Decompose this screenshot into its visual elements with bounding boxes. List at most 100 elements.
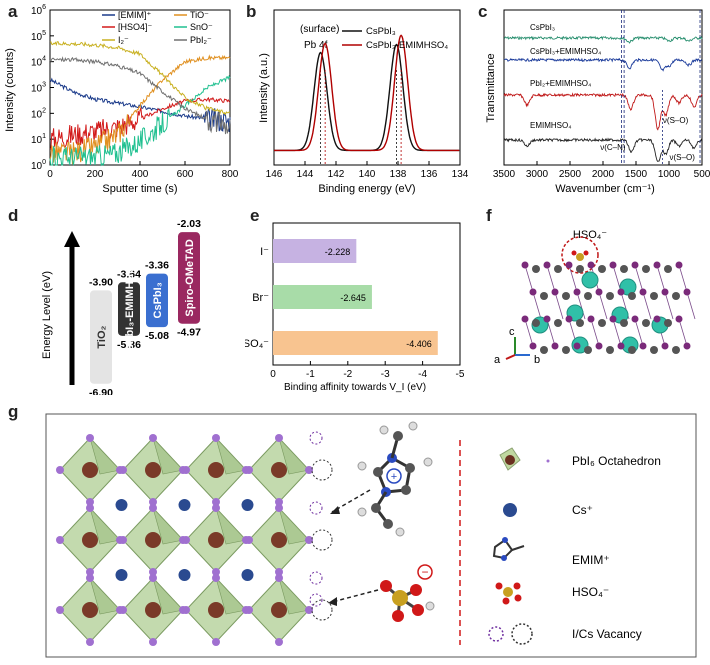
d-vb-label: -6.90 bbox=[89, 387, 113, 395]
b-xtick-label: 142 bbox=[328, 169, 345, 180]
a-xtick-label: 200 bbox=[87, 169, 104, 180]
c-xtick-label: 500 bbox=[694, 169, 710, 180]
panel-label-d: d bbox=[8, 206, 19, 225]
b-series-line bbox=[274, 43, 460, 152]
c-series-line bbox=[503, 92, 703, 131]
a-ytick-label: 105 bbox=[31, 30, 46, 43]
g-frame bbox=[45, 413, 697, 658]
d-vb-label: -5.36 bbox=[117, 339, 141, 351]
c-series-line bbox=[503, 137, 703, 162]
a-legend-label: SnO⁻ bbox=[190, 22, 213, 32]
f-axis-b: b bbox=[534, 354, 540, 366]
c-annot-so1: ν(S–O) bbox=[663, 116, 689, 125]
b-ylabel: Intensity (a.u.) bbox=[258, 53, 270, 123]
b-legend-label: CsPbI₃-EMIMHSO₄ bbox=[366, 40, 448, 51]
a-legend-label: I₂⁻ bbox=[118, 35, 129, 45]
structure-model: HSO₄⁻ c a b bbox=[494, 229, 696, 366]
panel-label-b: b bbox=[246, 2, 257, 21]
d-vb-label: -5.08 bbox=[145, 330, 169, 342]
d-band-bar bbox=[178, 232, 200, 324]
energy-level-diagram: Energy Level (eV) -3.90 -6.90 TiO₂ -3.64 -5.… bbox=[41, 218, 201, 395]
legend-pbi6: PbI₆ Octahedron bbox=[572, 454, 661, 468]
d-band-bar bbox=[146, 273, 168, 328]
d-ylabel: Energy Level (eV) bbox=[41, 271, 53, 359]
a-ytick-label: 100 bbox=[31, 159, 46, 172]
b-xtick-label: 140 bbox=[359, 169, 376, 180]
legend-vacancy: I/Cs Vacancy bbox=[572, 627, 642, 641]
d-cb-label: -3.64 bbox=[117, 268, 141, 280]
panel-label-g: g bbox=[8, 402, 19, 421]
d-bar-label: CsPbI₃-EMIMHSO₄ bbox=[124, 260, 136, 358]
c-xtick-label: 3000 bbox=[526, 169, 549, 180]
emim-plus: + bbox=[391, 471, 397, 483]
a-xtick-label: 0 bbox=[47, 169, 53, 180]
c-xtick-label: 2500 bbox=[559, 169, 582, 180]
a-ytick-label: 106 bbox=[31, 4, 46, 17]
e-bar bbox=[273, 331, 438, 355]
a-legend-label: PbI₂⁻ bbox=[190, 35, 212, 45]
e-xtick-label: -5 bbox=[456, 369, 465, 380]
g-legend: PbI₆ Octahedron Cs⁺ EMIM⁺ HSO₄⁻ I/Cs Vac… bbox=[488, 447, 661, 645]
e-xtick-label: -3 bbox=[381, 369, 390, 380]
a-xlabel: Sputter time (s) bbox=[102, 183, 177, 195]
c-annot-cn: ν(C–N) bbox=[600, 143, 626, 152]
binding-affinity-chart: Binding affinity towards V_I (eV) 0 -1 -2 -… bbox=[245, 222, 465, 393]
a-series-line bbox=[49, 74, 231, 167]
d-band-bar bbox=[118, 282, 140, 336]
b-xtick-label: 146 bbox=[266, 169, 283, 180]
c-ylabel: Transmittance bbox=[485, 53, 497, 122]
hso4-molecule: − bbox=[380, 564, 435, 622]
c-series-label: CsPbI₃+EMIMHSO₄ bbox=[530, 47, 601, 56]
c-series-label: CsPbI₃ bbox=[530, 23, 555, 32]
f-highlight-circle bbox=[561, 236, 599, 274]
f-lattice bbox=[521, 250, 696, 354]
tof-sims-depth-profile-chart: Intensity (counts) Sputter time (s) 0 200… bbox=[4, 4, 239, 195]
b-legend-label: CsPbI₃ bbox=[366, 26, 396, 37]
d-bar-label: Spiro-OMeTAD bbox=[184, 239, 196, 316]
c-xtick-label: 1500 bbox=[625, 169, 648, 180]
a-series-line bbox=[49, 96, 231, 150]
e-category-label: I⁻ bbox=[260, 246, 269, 258]
a-ytick-label: 103 bbox=[31, 82, 46, 95]
e-category-label: HSO₄⁻ bbox=[245, 338, 269, 350]
c-annot-so2: ν(S–O) bbox=[670, 153, 696, 162]
c-series-line bbox=[503, 35, 703, 44]
emim-molecule: + bbox=[357, 421, 433, 537]
b-xtick-label: 138 bbox=[390, 169, 407, 180]
b-xlabel: Binding energy (eV) bbox=[318, 183, 415, 195]
f-hso4-label: HSO₄⁻ bbox=[573, 229, 607, 241]
f-axis-a: a bbox=[494, 354, 501, 366]
c-series-line bbox=[503, 57, 703, 72]
b-series-line bbox=[274, 34, 460, 152]
d-bar-label: CsPbI₃ bbox=[152, 282, 164, 318]
a-series-line bbox=[49, 56, 231, 135]
c-xlabel: Wavenumber (cm⁻¹) bbox=[555, 183, 655, 195]
d-band-bar bbox=[90, 290, 112, 384]
legend-emim: EMIM⁺ bbox=[572, 553, 610, 567]
a-ytick-label: 102 bbox=[31, 107, 46, 120]
panel-label-a: a bbox=[8, 2, 18, 21]
arrow-hso4-head bbox=[328, 597, 337, 606]
e-bar bbox=[273, 285, 372, 309]
e-category-label: Br⁻ bbox=[252, 292, 269, 304]
b-xtick-label: 134 bbox=[452, 169, 469, 180]
a-xtick-label: 600 bbox=[177, 169, 194, 180]
d-bar-label: TiO₂ bbox=[96, 325, 108, 348]
a-xtick-label: 400 bbox=[132, 169, 149, 180]
a-ylabel: Intensity (counts) bbox=[4, 48, 16, 132]
b-subtitle: Pb 4f bbox=[304, 40, 328, 51]
e-xtick-label: -1 bbox=[306, 369, 315, 380]
a-legend-label: TiO⁻ bbox=[190, 10, 209, 20]
schematic-diagram: + − PbI₆ Octahedron Cs⁺ EMIM⁺ bbox=[45, 413, 697, 658]
arrow-emim-head bbox=[330, 506, 340, 514]
hso4-minus: − bbox=[421, 565, 428, 579]
a-series-line bbox=[49, 40, 231, 116]
xps-pb4f-chart: Intensity (a.u.) Binding energy (eV) (su… bbox=[258, 9, 469, 195]
arrow-hso4 bbox=[331, 589, 379, 603]
a-legend-label: [EMIM]⁺ bbox=[118, 10, 151, 20]
d-cb-label: -2.03 bbox=[177, 218, 201, 230]
e-xtick-label: -4 bbox=[418, 369, 427, 380]
d-cb-label: -3.90 bbox=[89, 276, 113, 288]
c-xtick-label: 1000 bbox=[658, 169, 681, 180]
g-lattice bbox=[56, 431, 333, 646]
